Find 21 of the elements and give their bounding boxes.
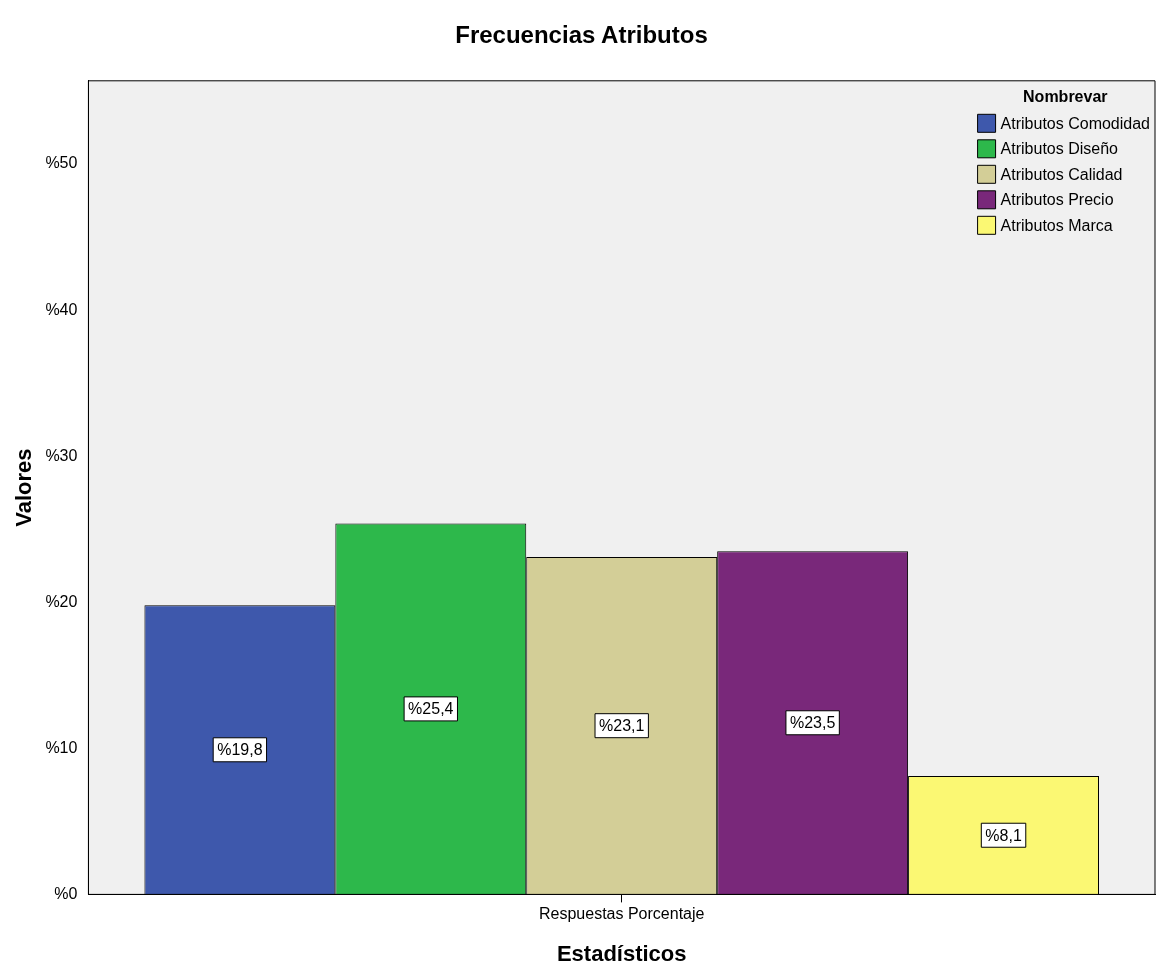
data-label: %25,4 xyxy=(408,700,454,718)
y-tick-label: %40 xyxy=(45,300,78,318)
x-tick-label: Respuestas Porcentaje xyxy=(538,905,705,923)
y-tick-label: %0 xyxy=(54,884,78,902)
data-label: %23,5 xyxy=(789,714,836,732)
data-label: %23,1 xyxy=(599,717,645,735)
data-label: %8,1 xyxy=(985,826,1022,844)
legend-label: Atributos Marca xyxy=(1000,216,1113,234)
y-tick-label: %50 xyxy=(45,154,78,172)
y-tick-label: %10 xyxy=(45,738,78,756)
y-axis-title: Valores xyxy=(11,448,37,527)
legend-label: Atributos Precio xyxy=(1000,191,1114,209)
legend-label: Atributos Calidad xyxy=(1000,165,1123,183)
legend-label: Atributos Diseño xyxy=(1000,140,1119,158)
legend-label: Atributos Comodidad xyxy=(1000,114,1151,132)
chart-title: Frecuencias Atributos xyxy=(455,21,708,49)
y-tick-label: %30 xyxy=(45,446,78,464)
x-axis-title: Estadísticos xyxy=(556,940,687,966)
legend-title: Nombrevar xyxy=(1023,87,1108,105)
y-tick-label: %20 xyxy=(45,592,78,610)
data-label: %19,8 xyxy=(217,741,263,759)
